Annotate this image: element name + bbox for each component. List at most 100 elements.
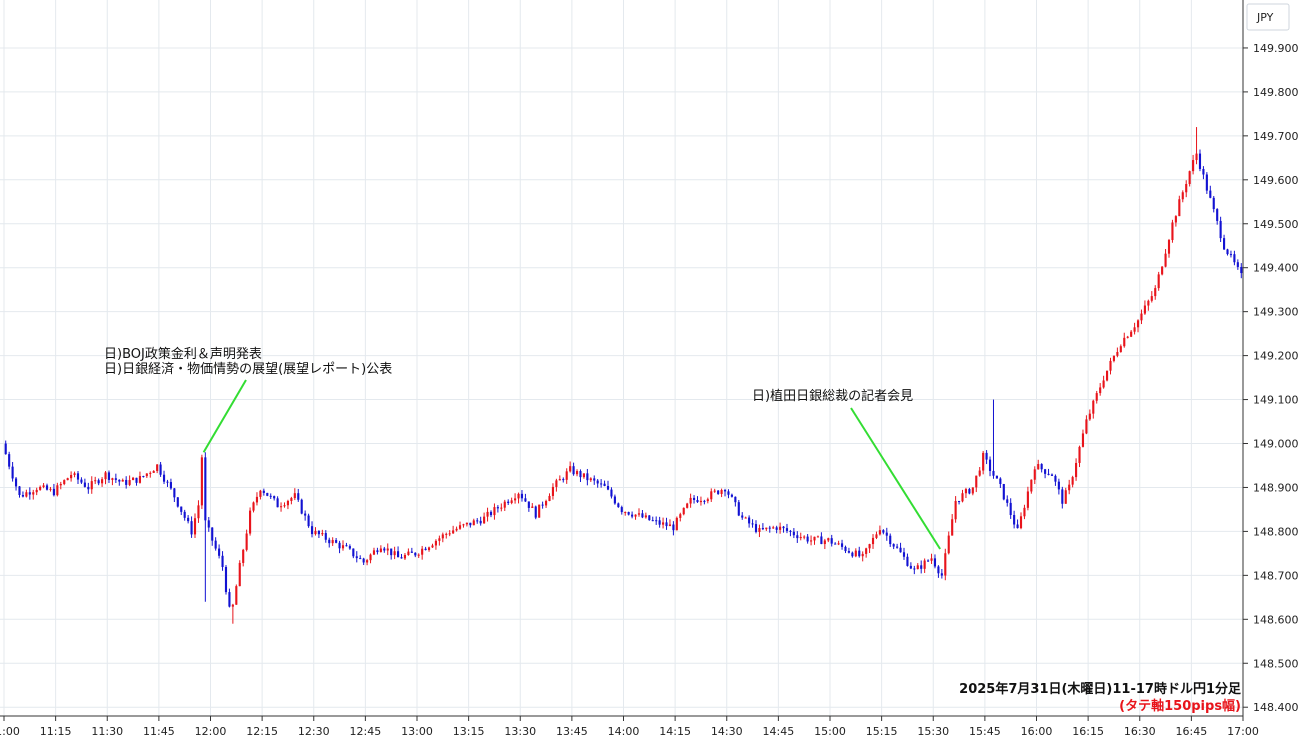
candle-body [600, 483, 603, 485]
candle-body [28, 492, 31, 495]
candle-body [675, 517, 678, 531]
x-tick-label: 11:45 [143, 725, 175, 738]
candle-body [555, 480, 558, 487]
candle-body [1085, 419, 1088, 434]
candle-body [14, 478, 18, 487]
candle-body [187, 517, 190, 522]
candle-body [634, 514, 637, 517]
candle-body [961, 493, 964, 502]
candle-body [35, 489, 38, 493]
candle-body [1147, 300, 1150, 306]
y-tick-label: 149.000 [1253, 438, 1299, 451]
chart-caption: 2025年7月31日(木曜日)11-17時ドル円1分足 [959, 681, 1242, 697]
candle-body [737, 502, 740, 516]
candle-body [710, 491, 713, 500]
candle-body [644, 515, 647, 518]
candle-body [968, 489, 971, 494]
y-tick-label: 148.400 [1253, 701, 1299, 714]
candle-body [376, 550, 379, 553]
candle-body [1216, 209, 1219, 221]
candle-body [431, 545, 434, 548]
candle-body [366, 560, 369, 563]
y-axis-ticks: 148.400 148.500 148.600 148.700 148.800 148.9… [1243, 42, 1299, 714]
candle-body [21, 495, 24, 497]
candle-body [486, 511, 489, 517]
candle-body [476, 520, 479, 522]
candle-body [699, 500, 703, 503]
candle-body [606, 485, 610, 490]
candle-body [1057, 481, 1060, 490]
candle-body [97, 480, 100, 484]
candle-body [720, 490, 723, 494]
candle-body [871, 537, 875, 545]
candle-body [613, 496, 616, 504]
candle-body [83, 482, 86, 487]
candle-body [1019, 516, 1023, 529]
candle-body [286, 500, 290, 506]
candle-body [496, 507, 499, 509]
x-tick-label: 12:00 [195, 725, 227, 738]
candle-body [214, 540, 217, 549]
candle-body [885, 532, 888, 536]
candle-body [1030, 479, 1033, 492]
candle-body [730, 494, 733, 497]
candle-body [717, 490, 720, 494]
candle-body [575, 471, 579, 475]
candle-body [902, 552, 906, 557]
candle-body [658, 520, 661, 525]
x-tick-label: 16:15 [1072, 725, 1104, 738]
candle-body [345, 545, 348, 547]
candle-body [706, 499, 709, 502]
candle-body [183, 511, 186, 518]
candle-body [686, 503, 689, 508]
candle-body [944, 553, 947, 576]
candle-body [1081, 433, 1085, 447]
candle-body [269, 495, 272, 497]
candle-body [868, 544, 871, 549]
candle-body [1054, 475, 1057, 482]
candle-body [1164, 253, 1167, 267]
candle-body [193, 518, 197, 535]
candle-body [321, 533, 324, 535]
candle-body [273, 496, 276, 499]
candle-body [527, 501, 530, 508]
candle-body [138, 476, 142, 483]
x-tick-label: 13:30 [504, 725, 536, 738]
candle-body [1212, 197, 1215, 210]
candle-body [445, 533, 448, 535]
candle-body [882, 530, 885, 533]
candle-body [1143, 305, 1146, 314]
candle-body [118, 479, 121, 482]
candle-body [796, 535, 799, 539]
candle-body [104, 472, 107, 480]
candle-body [803, 536, 806, 538]
candle-body [541, 504, 544, 506]
candle-body [11, 466, 14, 479]
candle-body [441, 534, 444, 539]
candle-body [1233, 254, 1236, 263]
candle-body [562, 479, 565, 481]
candle-body [472, 520, 475, 526]
candle-body [152, 470, 155, 473]
candle-body [964, 489, 968, 494]
x-tick-label: 11:15 [40, 725, 72, 738]
candle-body [166, 481, 169, 483]
candle-body [369, 554, 372, 561]
candle-body [806, 536, 809, 542]
candle-body [452, 530, 455, 534]
candle-body [517, 493, 520, 499]
candle-body [1136, 320, 1140, 328]
candle-body [434, 540, 437, 546]
candle-body [379, 548, 382, 553]
candle-body [899, 547, 902, 553]
candle-body [169, 482, 172, 489]
candle-body [393, 551, 396, 556]
candle-body [988, 459, 992, 471]
candle-body [951, 519, 954, 536]
x-tick-label: 14:15 [659, 725, 691, 738]
candle-body [25, 492, 28, 497]
x-tick-label: 15:45 [969, 725, 1001, 738]
candle-body [985, 452, 988, 460]
candle-body [131, 477, 135, 481]
candle-body [854, 550, 857, 557]
